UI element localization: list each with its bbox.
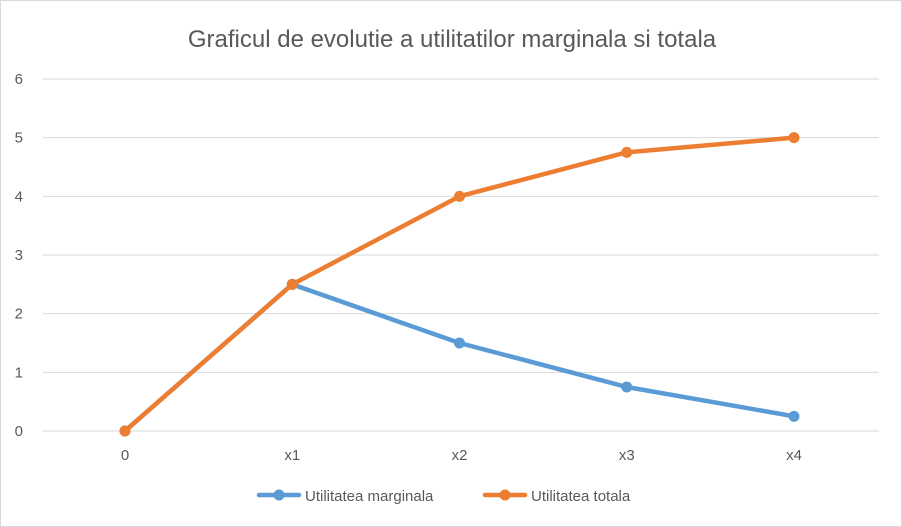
y-tick-label: 5 [15,130,23,147]
y-tick-label: 3 [15,247,23,264]
x-tick-label: x2 [452,447,468,464]
series-1-point-2 [454,190,465,202]
series-1-point-1 [286,278,298,290]
series-0-point-3 [621,381,633,393]
series-1-point-3 [621,146,633,158]
legend-label: Utilitatea totala [531,488,631,505]
legend-swatch-marker-1 [499,489,511,501]
series-1-point-4 [788,132,800,144]
y-axis-ticks: 0 1 2 3 4 5 6 [15,71,23,440]
legend-swatch-marker-0 [273,489,285,501]
legend: Utilitatea marginala Utilitatea totala [256,488,631,505]
x-tick-label: 0 [121,447,129,464]
x-tick-label: x1 [284,447,300,464]
series-0-point-4 [788,410,800,422]
x-axis-ticks: 0 x1 x2 x3 x4 [121,447,802,464]
series-group [119,132,800,437]
gridlines [43,78,879,432]
x-tick-label: x3 [619,447,635,464]
legend-label: Utilitatea marginala [305,488,434,505]
y-tick-label: 4 [15,188,23,205]
y-tick-label: 0 [15,423,23,440]
y-tick-label: 2 [15,306,23,323]
series-1-point-0 [119,425,131,437]
x-tick-label: x4 [786,447,802,464]
chart-title: Graficul de evolutie a utilitatilor marg… [188,26,717,53]
series-line-0 [122,282,797,434]
series-line-1 [122,135,797,434]
y-tick-label: 1 [15,364,23,381]
series-0-point-2 [454,337,465,349]
y-tick-label: 6 [15,71,23,88]
